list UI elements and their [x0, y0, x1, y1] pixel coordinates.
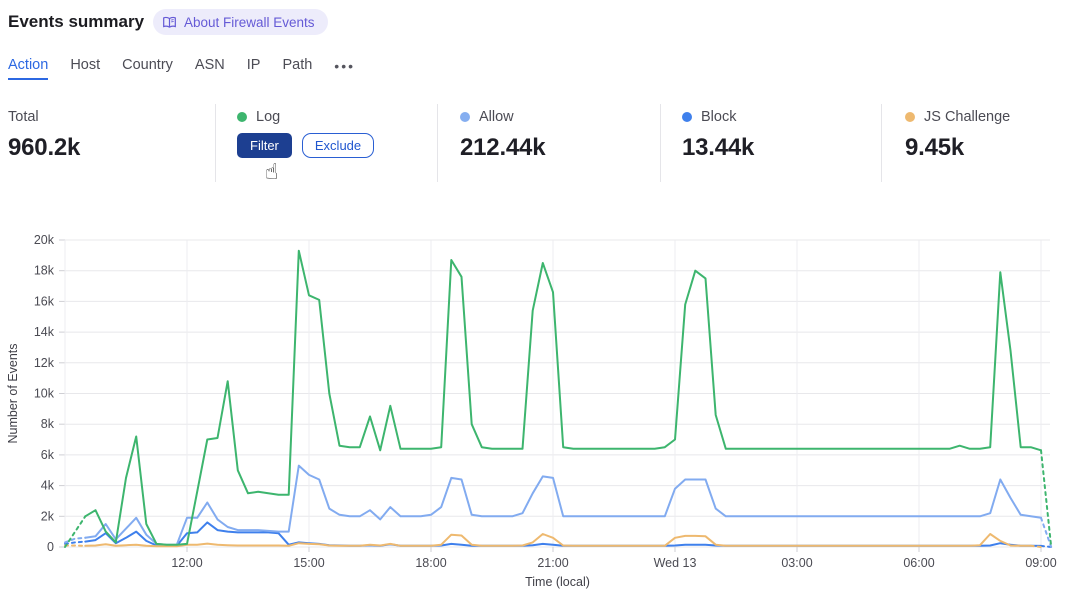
- y-tick-label: 16k: [34, 294, 55, 308]
- events-time-series-chart[interactable]: 0 2k 4k 6k 8k 10k 12k 14k 16k 18k 20k 12:00 15:00 18:…: [0, 225, 1068, 598]
- x-tick-label: Wed 13: [654, 556, 697, 570]
- tab-action[interactable]: Action: [8, 57, 48, 80]
- filter-button[interactable]: Filter: [237, 133, 292, 158]
- tab-ip[interactable]: IP: [247, 57, 261, 78]
- stat-log[interactable]: Log Filter Exclude: [237, 109, 374, 158]
- x-tick-label: 06:00: [903, 556, 934, 570]
- stats-divider: [437, 104, 438, 182]
- y-tick-label: 20k: [34, 233, 55, 247]
- about-firewall-events-badge[interactable]: About Firewall Events: [153, 9, 328, 35]
- stat-js-challenge-label: JS Challenge: [924, 109, 1010, 125]
- chart-canvas: 0 2k 4k 6k 8k 10k 12k 14k 16k 18k 20k 12:00 15:00 18:…: [0, 225, 1068, 598]
- series-line-block: [85, 522, 1041, 546]
- stat-log-label: Log: [256, 109, 280, 125]
- tab-country[interactable]: Country: [122, 57, 173, 78]
- y-axis-title: Number of Events: [6, 343, 20, 443]
- stat-allow[interactable]: Allow 212.44k: [460, 109, 545, 162]
- log-legend-dot: [237, 112, 247, 122]
- book-icon: [162, 15, 177, 30]
- series-line-log: [85, 251, 1041, 545]
- y-tick-label: 0: [47, 540, 54, 554]
- stats-divider: [881, 104, 882, 182]
- x-tick-label: 15:00: [293, 556, 324, 570]
- x-tick-label: 18:00: [415, 556, 446, 570]
- x-tick-label: 21:00: [537, 556, 568, 570]
- tab-bar: Action Host Country ASN IP Path •••: [8, 57, 355, 80]
- tab-asn[interactable]: ASN: [195, 57, 225, 78]
- stat-js-challenge[interactable]: JS Challenge 9.45k: [905, 109, 1010, 162]
- stat-allow-label: Allow: [479, 109, 514, 125]
- mouse-cursor-icon: ☝: [265, 160, 278, 185]
- stat-total: Total 960.2k: [8, 109, 80, 162]
- stat-block-value: 13.44k: [682, 134, 754, 162]
- tab-path[interactable]: Path: [282, 57, 312, 78]
- x-tick-label: 03:00: [781, 556, 812, 570]
- exclude-button[interactable]: Exclude: [302, 133, 374, 158]
- more-tabs-icon[interactable]: •••: [334, 58, 355, 74]
- series-line-allow-dashed: [1041, 518, 1051, 547]
- stat-js-challenge-value: 9.45k: [905, 134, 1010, 162]
- y-tick-label: 12k: [34, 356, 55, 370]
- tab-host[interactable]: Host: [70, 57, 100, 78]
- y-tick-label: 2k: [41, 509, 55, 523]
- stat-block[interactable]: Block 13.44k: [682, 109, 754, 162]
- x-axis-title: Time (local): [525, 575, 590, 589]
- allow-legend-dot: [460, 112, 470, 122]
- stat-allow-value: 212.44k: [460, 134, 545, 162]
- series-line-allow: [85, 466, 1041, 545]
- stat-total-value: 960.2k: [8, 134, 80, 162]
- x-tick-label: 09:00: [1025, 556, 1056, 570]
- y-tick-label: 4k: [41, 479, 55, 493]
- stats-divider: [660, 104, 661, 182]
- stat-block-label: Block: [701, 109, 736, 125]
- y-tick-label: 14k: [34, 325, 55, 339]
- page-title: Events summary: [8, 12, 144, 32]
- block-legend-dot: [682, 112, 692, 122]
- stat-total-label: Total: [8, 109, 39, 125]
- stats-divider: [215, 104, 216, 182]
- js-challenge-legend-dot: [905, 112, 915, 122]
- y-tick-label: 6k: [41, 448, 55, 462]
- y-tick-label: 18k: [34, 264, 55, 278]
- y-tick-label: 10k: [34, 387, 55, 401]
- y-tick-label: 8k: [41, 417, 55, 431]
- badge-label: About Firewall Events: [184, 15, 315, 30]
- x-tick-label: 12:00: [171, 556, 202, 570]
